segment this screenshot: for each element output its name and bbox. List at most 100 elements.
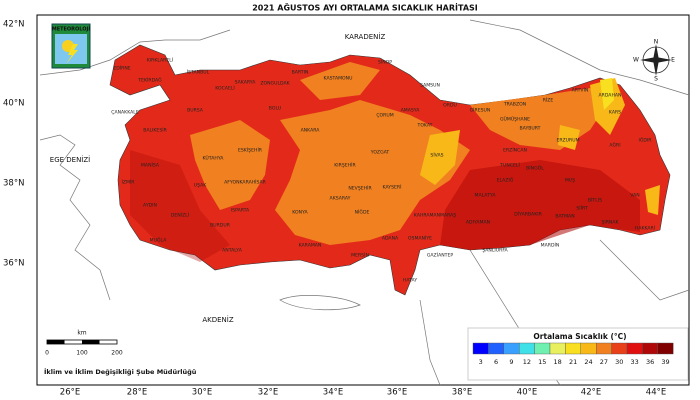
province-label: MERSİN [351, 252, 369, 259]
province-label: TRABZON [503, 102, 526, 108]
legend-swatch [472, 342, 489, 355]
province-label: ARTVİN [572, 87, 589, 94]
legend-tick-label: 27 [600, 358, 608, 366]
province-label: OSMANİYE [408, 235, 432, 242]
legend-swatch [503, 342, 520, 355]
longitude-label: 30°E [192, 388, 212, 398]
longitude-label: 28°E [127, 388, 147, 398]
province-label: VAN [630, 193, 639, 199]
compass-letter: E [671, 57, 675, 64]
longitude-label: 44°E [646, 388, 666, 398]
compass-letter: N [654, 39, 659, 46]
province-label: GAZİANTEP [427, 252, 453, 259]
legend-tick-label: 36 [646, 358, 654, 366]
legend-swatch [519, 342, 535, 355]
province-label: SAMSUN [420, 83, 440, 89]
province-label: İZMİR [121, 179, 135, 186]
latitude-label: 36°N [3, 259, 24, 269]
scale-label: 200 [111, 350, 123, 357]
province-label: ELAZIĞ [497, 177, 514, 184]
legend-tick-label: 3 [479, 358, 483, 366]
province-labels: EDİRNEKIRKLARELİTEKİRDAĞİSTANBULKOCAELİS… [111, 57, 655, 284]
province-label: MANİSA [141, 162, 160, 169]
province-label: MUĞLA [150, 237, 168, 244]
province-label: AMASYA [401, 108, 421, 114]
sea-label: EGE DENİZİ [50, 155, 90, 164]
longitude-label: 26°E [60, 388, 80, 398]
province-label: BATMAN [555, 214, 574, 220]
legend-title: Ortalama Sıcaklık (°C) [533, 332, 626, 341]
logo: METEOROLOJİ [51, 23, 91, 69]
province-label: ISPARTA [231, 208, 250, 214]
latitude-label: 38°N [3, 179, 24, 189]
province-label: BOLU [269, 106, 281, 112]
province-label: BİTLİS [588, 197, 602, 204]
legend-tick-label: 24 [584, 358, 592, 366]
footer: İklim ve İklim Değişikliği Şube Müdürlüğ… [44, 367, 197, 376]
province-label: MALATYA [475, 193, 497, 199]
longitude-label: 38°E [452, 388, 472, 398]
scale-unit: km [77, 330, 86, 337]
province-label: BAYBURT [520, 126, 541, 132]
province-label: ERZURUM [556, 138, 579, 144]
legend-tick-label: 6 [494, 358, 498, 366]
latitude-label: 40°N [3, 99, 24, 109]
longitude-label: 32°E [258, 388, 278, 398]
province-label: SAKARYA [235, 80, 257, 86]
legend-swatch [611, 342, 628, 355]
province-label: ANKARA [301, 128, 321, 134]
province-label: ANTALYA [222, 248, 243, 254]
province-label: ORDU [443, 103, 457, 109]
sea-label: AKDENİZ [202, 315, 233, 324]
logo-text: METEOROLOJİ [52, 26, 91, 33]
longitude-label: 42°E [581, 388, 601, 398]
compass-letter: S [654, 76, 658, 83]
province-label: NEVŞEHİR [348, 185, 372, 192]
province-label: ÇANAKKALE [111, 110, 139, 116]
province-label: BURDUR [210, 223, 231, 229]
legend-swatch [657, 342, 674, 355]
province-label: KÜTAHYA [203, 155, 225, 162]
legend-swatch [549, 342, 566, 355]
province-label: TOKAT [417, 123, 433, 129]
province-label: ARDAHAN [599, 93, 622, 99]
province-label: ŞANLIURFA [482, 248, 508, 254]
province-label: TUNCELİ [499, 162, 520, 169]
province-label: IĞDIR [639, 137, 653, 144]
province-label: KAHRAMANMARAŞ [414, 213, 456, 219]
neighbor-coast [39, 19, 690, 386]
province-label: KIRKLARELİ [147, 57, 173, 64]
province-label: ADIYAMAN [466, 220, 490, 226]
legend-tick-label: 30 [615, 358, 623, 366]
province-label: ERZİNCAN [503, 147, 527, 154]
province-label: SİNOP [378, 59, 392, 66]
province-label: BİNGÖL [526, 165, 544, 172]
legend-swatch [596, 342, 612, 355]
province-label: ESKİŞEHİR [238, 147, 263, 154]
province-label: DİYARBAKIR [514, 211, 542, 218]
province-label: EDİRNE [113, 65, 130, 72]
province-label: ADANA [382, 236, 399, 242]
legend-swatch [642, 342, 659, 355]
legend-swatch [626, 342, 643, 355]
province-label: AKSARAY [330, 196, 351, 202]
province-label: AYDIN [143, 203, 157, 209]
legend-swatch [565, 342, 582, 355]
legend-tick-label: 15 [538, 358, 546, 366]
province-label: ZONGULDAK [260, 81, 290, 87]
legend-tick-label: 18 [554, 358, 562, 366]
province-label: RİZE [543, 97, 554, 104]
province-label: BALIKESİR [143, 127, 167, 134]
province-label: KARS [609, 110, 621, 116]
map-title: 2021 AĞUSTOS AYI ORTALAMA SICAKLIK HARİT… [252, 2, 478, 13]
province-label: DENİZLİ [171, 212, 189, 219]
compass-letter: W [633, 57, 639, 64]
longitude-label: 34°E [323, 388, 343, 398]
province-label: YOZGAT [370, 150, 390, 156]
province-label: AFYONKARAHİSAR [224, 179, 267, 186]
legend-tick-label: 12 [523, 358, 531, 366]
province-label: KIRŞEHİR [334, 162, 356, 169]
province-label: SİİRT [576, 205, 587, 212]
province-label: KONYA [292, 210, 308, 216]
